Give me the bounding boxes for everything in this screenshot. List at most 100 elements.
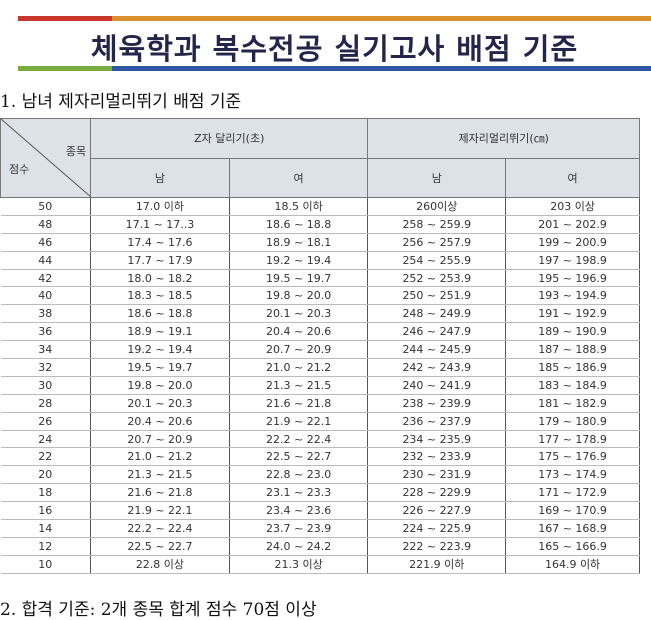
range-cell: 232 ~ 233.9 xyxy=(367,447,507,467)
range-cell: 20.1 ~ 20.3 xyxy=(90,393,230,413)
range-cell: 228 ~ 229.9 xyxy=(367,483,507,503)
score-cell: 20 xyxy=(0,465,92,485)
range-cell: 187 ~ 188.9 xyxy=(505,340,640,360)
table-row: 28 20.1 ~ 20.3 21.6 ~ 21.8 238 ~ 239.9 181 ~… xyxy=(0,393,640,413)
range-cell: 164.9 이하 xyxy=(505,554,640,574)
range-cell: 226 ~ 227.9 xyxy=(367,501,507,521)
range-cell: 222 ~ 223.9 xyxy=(367,536,507,556)
score-cell: 44 xyxy=(0,250,92,270)
range-cell: 201 ~ 202.9 xyxy=(505,214,640,234)
score-table: 종목 점수 Z자 달리기(초) 제자리멀리뛰기(㎝) 남 여 남 여 50 17.… xyxy=(0,118,640,574)
table-row: 24 20.7 ~ 20.9 22.2 ~ 22.4 234 ~ 235.9 177 ~… xyxy=(0,429,640,449)
score-cell: 24 xyxy=(0,429,92,449)
subheader-male: 남 xyxy=(90,157,230,198)
score-cell: 34 xyxy=(0,340,92,360)
bottom-bar-green xyxy=(18,66,112,71)
score-cell: 28 xyxy=(0,393,92,413)
corner-score-label: 점수 xyxy=(9,163,30,176)
range-cell: 224 ~ 225.9 xyxy=(367,519,507,538)
range-cell: 23.1 ~ 23.3 xyxy=(228,483,369,503)
table-row: 20 21.3 ~ 21.5 22.8 ~ 23.0 230 ~ 231.9 173 ~… xyxy=(0,465,640,485)
range-cell: 256 ~ 257.9 xyxy=(367,232,507,252)
score-cell: 18 xyxy=(0,483,92,503)
corner-event-label: 종목 xyxy=(65,145,87,158)
score-cell: 36 xyxy=(0,322,92,342)
page-title: 체육학과 복수전공 실기고사 배점 기준 xyxy=(90,32,579,66)
range-cell: 195 ~ 196.9 xyxy=(505,268,640,288)
range-cell: 175 ~ 176.9 xyxy=(505,447,640,467)
range-cell: 193 ~ 194.9 xyxy=(505,286,640,306)
table-row: 46 17.4 ~ 17.6 18.9 ~ 18.1 256 ~ 257.9 199 ~… xyxy=(0,232,640,252)
range-cell: 179 ~ 180.9 xyxy=(505,411,640,431)
range-cell: 165 ~ 166.9 xyxy=(505,536,640,556)
table-row: 50 17.0 이하 18.5 이하 260이상 203 이상 xyxy=(0,197,640,216)
range-cell: 20.1 ~ 20.3 xyxy=(228,304,369,324)
table-row: 22 21.0 ~ 21.2 22.5 ~ 22.7 232 ~ 233.9 175 ~… xyxy=(0,447,640,467)
range-cell: 260이상 xyxy=(367,197,507,216)
range-cell: 22.2 ~ 22.4 xyxy=(228,429,369,449)
table-row: 44 17.7 ~ 17.9 19.2 ~ 19.4 254 ~ 255.9 197 ~… xyxy=(0,250,640,270)
table-row: 16 21.9 ~ 22.1 23.4 ~ 23.6 226 ~ 227.9 169 ~… xyxy=(0,501,640,521)
top-bar-red xyxy=(18,16,112,21)
table-row: 36 18.9 ~ 19.1 20.4 ~ 20.6 246 ~ 247.9 189 ~… xyxy=(0,322,640,342)
range-cell: 21.9 ~ 22.1 xyxy=(90,501,230,521)
table-row: 34 19.2 ~ 19.4 20.7 ~ 20.9 244 ~ 245.9 187 ~… xyxy=(0,340,640,360)
range-cell: 171 ~ 172.9 xyxy=(505,483,640,503)
range-cell: 23.7 ~ 23.9 xyxy=(228,519,369,538)
score-cell: 16 xyxy=(0,501,92,521)
score-cell: 10 xyxy=(0,554,92,574)
range-cell: 19.2 ~ 19.4 xyxy=(228,250,369,270)
corner-header: 종목 점수 xyxy=(0,118,92,198)
range-cell: 221.9 이하 xyxy=(367,554,507,574)
range-cell: 189 ~ 190.9 xyxy=(505,322,640,342)
range-cell: 197 ~ 198.9 xyxy=(505,250,640,270)
range-cell: 19.8 ~ 20.0 xyxy=(90,375,230,395)
top-bar-orange xyxy=(112,16,651,21)
table-row: 26 20.4 ~ 20.6 21.9 ~ 22.1 236 ~ 237.9 179 ~… xyxy=(0,411,640,431)
range-cell: 21.0 ~ 21.2 xyxy=(90,447,230,467)
range-cell: 18.5 이하 xyxy=(228,197,369,216)
score-cell: 48 xyxy=(0,214,92,234)
range-cell: 17.7 ~ 17.9 xyxy=(90,250,230,270)
table-row: 48 17.1 ~ 17..3 18.6 ~ 18.8 258 ~ 259.9 201 … xyxy=(0,214,640,234)
diagonal-line xyxy=(1,119,91,197)
score-cell: 46 xyxy=(0,232,92,252)
group-header-zrun: Z자 달리기(초) xyxy=(90,118,369,159)
range-cell: 22.5 ~ 22.7 xyxy=(90,536,230,556)
range-cell: 167 ~ 168.9 xyxy=(505,519,640,538)
table-row: 18 21.6 ~ 21.8 23.1 ~ 23.3 228 ~ 229.9 171 ~… xyxy=(0,483,640,503)
range-cell: 21.0 ~ 21.2 xyxy=(228,358,369,377)
range-cell: 21.6 ~ 21.8 xyxy=(90,483,230,503)
table-row: 38 18.6 ~ 18.8 20.1 ~ 20.3 248 ~ 249.9 191 ~… xyxy=(0,304,640,324)
range-cell: 234 ~ 235.9 xyxy=(367,429,507,449)
group-header-longjump: 제자리멀리뛰기(㎝) xyxy=(367,118,640,159)
bottom-bar-blue xyxy=(112,66,651,71)
range-cell: 20.7 ~ 20.9 xyxy=(90,429,230,449)
range-cell: 250 ~ 251.9 xyxy=(367,286,507,306)
range-cell: 19.8 ~ 20.0 xyxy=(228,286,369,306)
table-row: 30 19.8 ~ 20.0 21.3 ~ 21.5 240 ~ 241.9 183 ~… xyxy=(0,375,640,395)
range-cell: 22.2 ~ 22.4 xyxy=(90,519,230,538)
range-cell: 242 ~ 243.9 xyxy=(367,358,507,377)
range-cell: 19.5 ~ 19.7 xyxy=(228,268,369,288)
table-row: 14 22.2 ~ 22.4 23.7 ~ 23.9 224 ~ 225.9 167 ~… xyxy=(0,519,640,538)
score-cell: 38 xyxy=(0,304,92,324)
score-cell: 26 xyxy=(0,411,92,431)
range-cell: 23.4 ~ 23.6 xyxy=(228,501,369,521)
range-cell: 18.0 ~ 18.2 xyxy=(90,268,230,288)
score-cell: 30 xyxy=(0,375,92,395)
range-cell: 181 ~ 182.9 xyxy=(505,393,640,413)
range-cell: 199 ~ 200.9 xyxy=(505,232,640,252)
score-cell: 50 xyxy=(0,197,92,216)
range-cell: 21.9 ~ 22.1 xyxy=(228,411,369,431)
range-cell: 18.9 ~ 18.1 xyxy=(228,232,369,252)
range-cell: 203 이상 xyxy=(505,197,640,216)
range-cell: 18.6 ~ 18.8 xyxy=(90,304,230,324)
subheader-female: 여 xyxy=(505,157,640,198)
range-cell: 238 ~ 239.9 xyxy=(367,393,507,413)
range-cell: 18.9 ~ 19.1 xyxy=(90,322,230,342)
range-cell: 19.5 ~ 19.7 xyxy=(90,358,230,377)
range-cell: 185 ~ 186.9 xyxy=(505,358,640,377)
range-cell: 254 ~ 255.9 xyxy=(367,250,507,270)
section-heading-1: 1. 남녀 제자리멀리뛰기 배점 기준 xyxy=(0,92,242,112)
